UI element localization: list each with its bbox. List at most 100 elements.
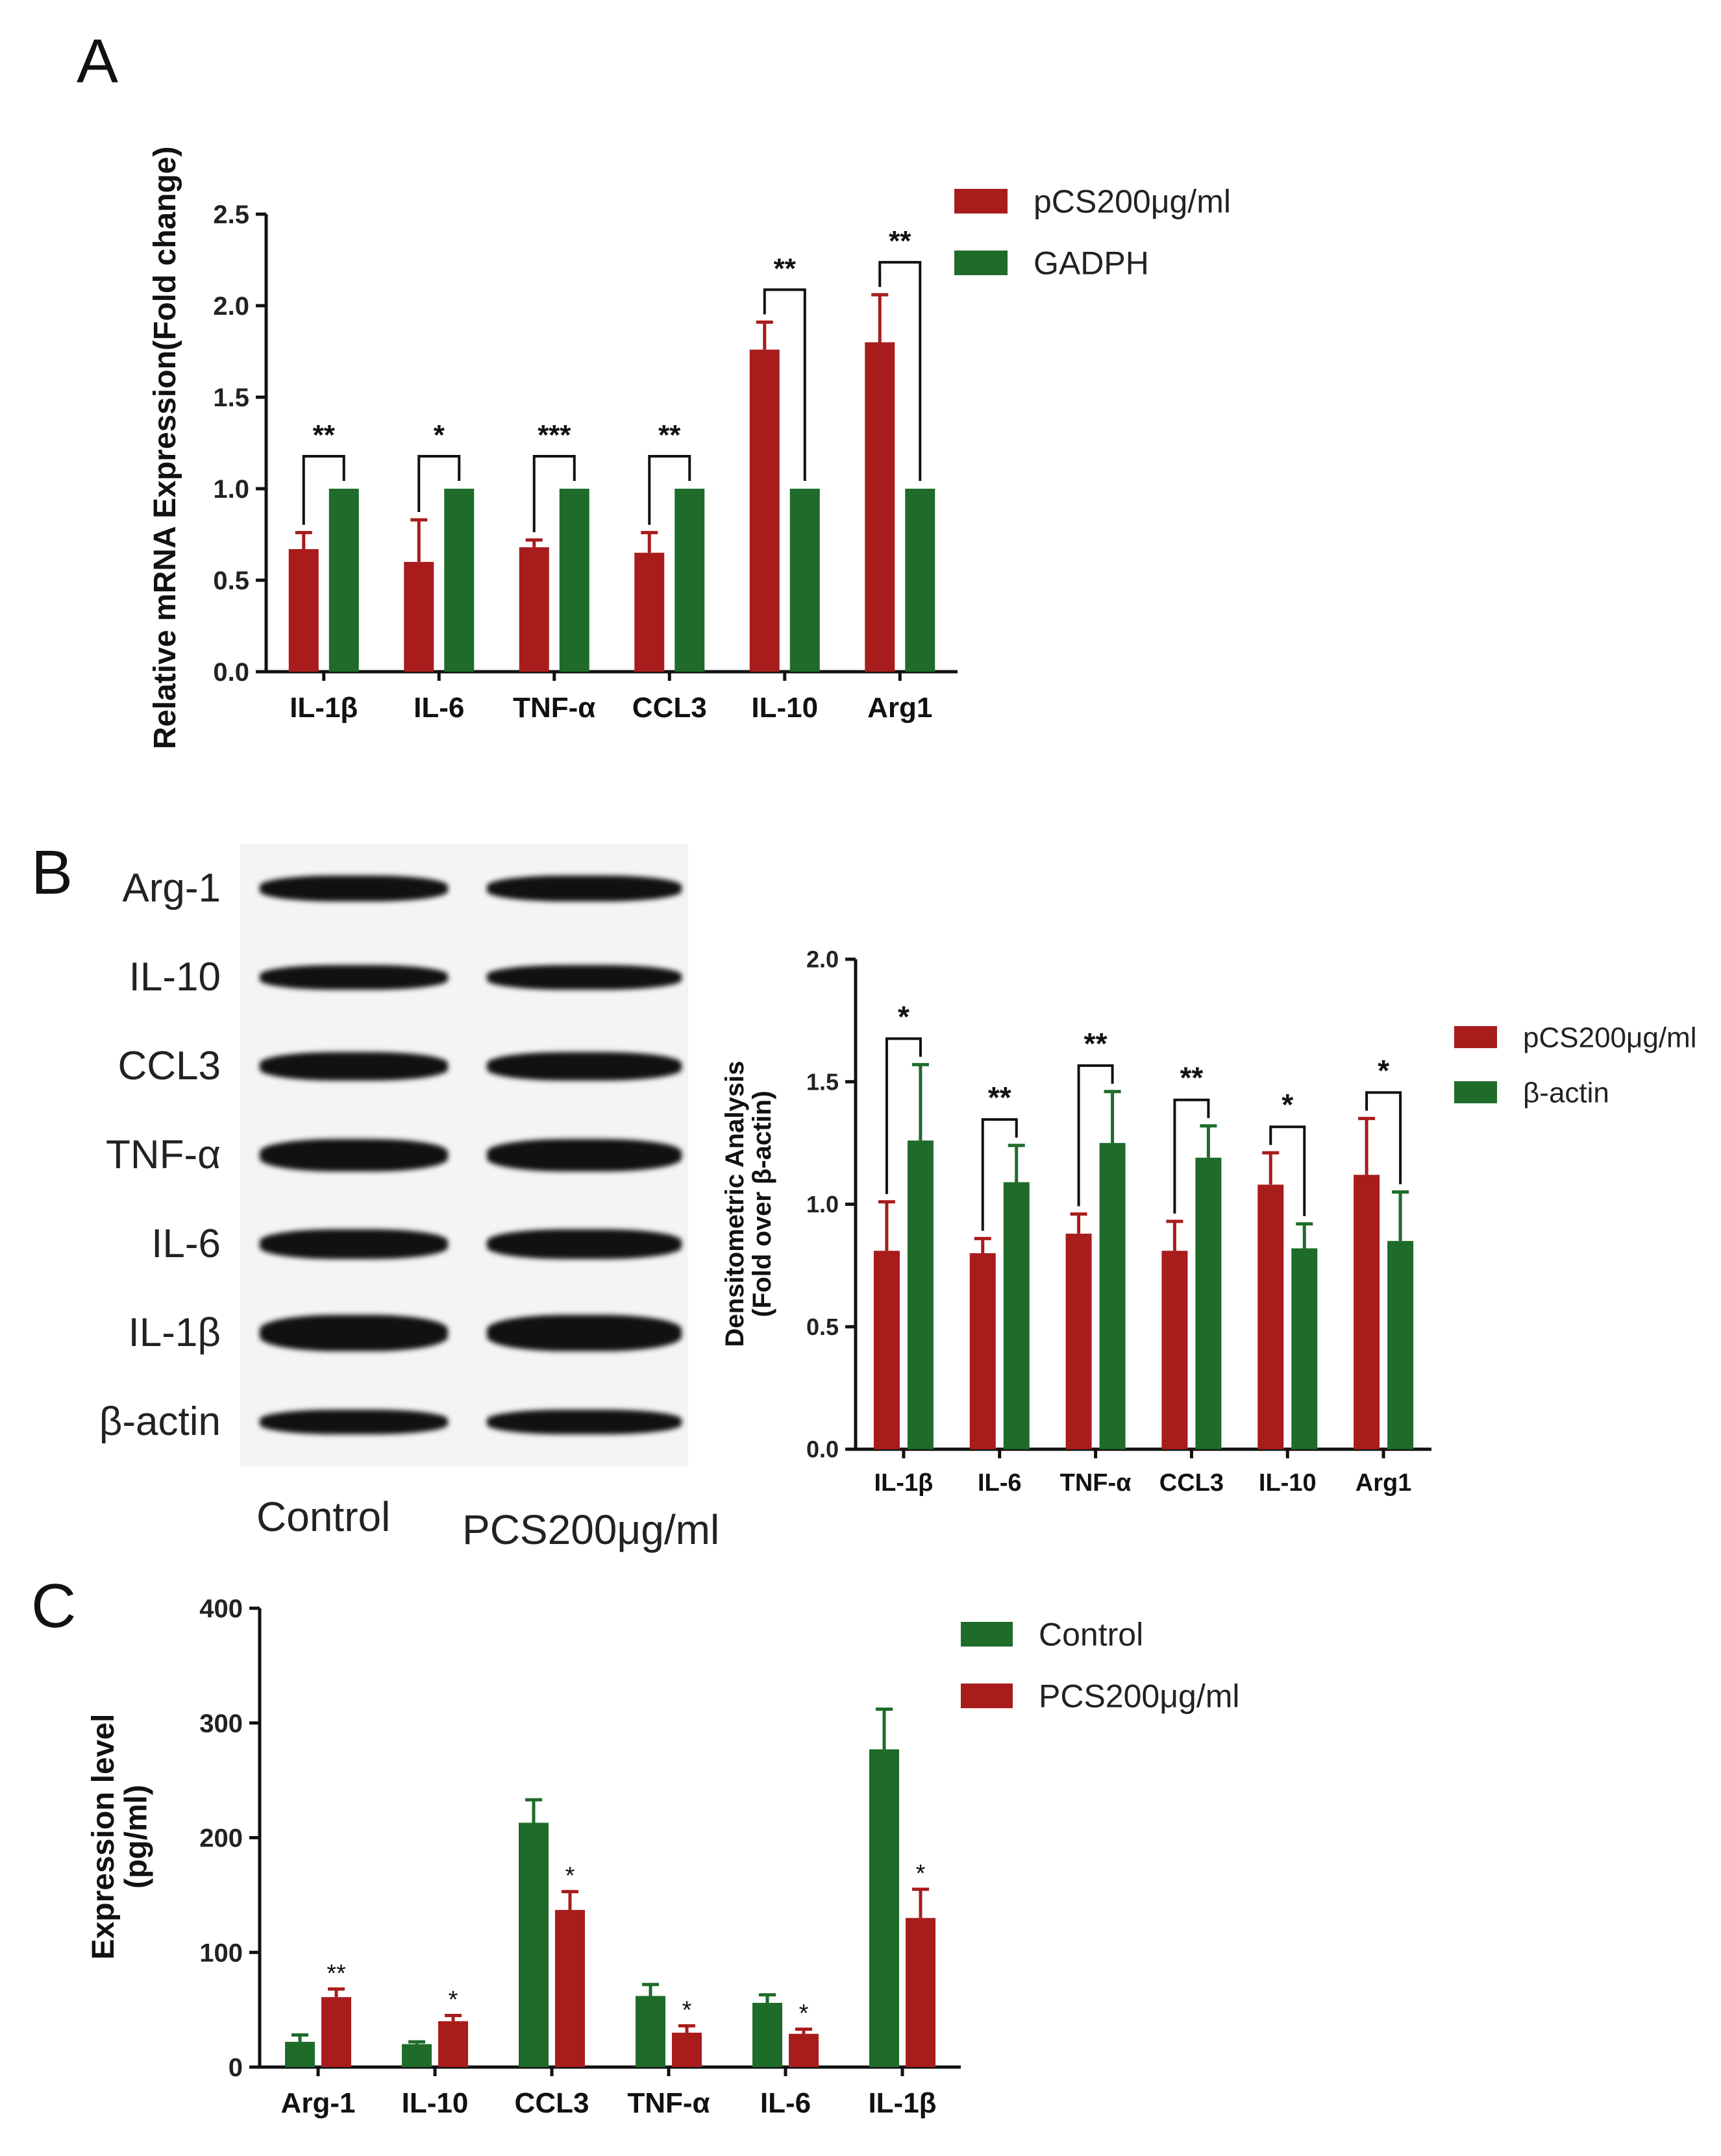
- blot-band: [487, 875, 682, 901]
- chart-c-bar-a: [752, 2003, 782, 2067]
- blot-band: [487, 1410, 682, 1435]
- chart-c-x-tick-label: IL-6: [760, 2087, 811, 2119]
- chart-a-bar-b: [559, 489, 589, 672]
- chart-a-bar-a: [288, 549, 319, 672]
- chart-a-legend-swatch: [954, 251, 1008, 275]
- chart-a-bar-a: [865, 342, 895, 672]
- chart-c-bar-a: [285, 2042, 315, 2067]
- chart-b-legend-label: pCS200μg/ml: [1523, 1022, 1696, 1053]
- chart-b-x-tick-label: IL-1β: [874, 1469, 934, 1497]
- chart-c-bar-b: [906, 1918, 935, 2067]
- chart-c-significance-mark: **: [327, 1960, 346, 1987]
- chart-a-significance-bracket: [648, 455, 691, 525]
- chart-b-y-tick-label: 2.0: [806, 946, 839, 973]
- chart-c-y-tick-label: 0: [229, 2053, 243, 2082]
- chart-c-bar-a: [636, 1996, 665, 2067]
- chart-a-significance-bracket: [763, 288, 806, 481]
- chart-a-significance-mark: **: [313, 419, 336, 451]
- chart-a-significance-mark: ***: [538, 419, 571, 451]
- chart-c-y-tick-label: 400: [199, 1595, 243, 1623]
- chart-a-significance-mark: *: [434, 419, 445, 451]
- chart-b-significance-bracket: [981, 1118, 1018, 1231]
- chart-a-bar-a: [519, 547, 549, 672]
- blot-band: [487, 1139, 682, 1171]
- chart-a-legend-label: GADPH: [1034, 245, 1149, 282]
- chart-b-bar-b: [1291, 1248, 1318, 1449]
- chart-b-bar-a: [969, 1253, 996, 1449]
- chart-b-significance-mark: *: [1281, 1088, 1293, 1121]
- chart-b-bar-a: [873, 1251, 900, 1449]
- blot-band: [260, 1229, 448, 1260]
- chart-b-significance-bracket: [1365, 1091, 1402, 1184]
- chart-b-y-tick-label: 0.5: [806, 1314, 839, 1340]
- chart-c-y-tick-label: 200: [199, 1824, 243, 1853]
- chart-b-bar-a: [1065, 1233, 1092, 1449]
- chart-c-legend-label: PCS200μg/ml: [1039, 1678, 1240, 1715]
- chart-b-legend-swatch: [1454, 1026, 1497, 1048]
- chart-b-bar-b: [907, 1140, 934, 1449]
- chart-b-bar-b: [1195, 1157, 1222, 1449]
- chart-c-bar-b: [789, 2033, 819, 2067]
- blot-band: [487, 1229, 682, 1260]
- chart-a-y-tick-label: 0.0: [213, 658, 249, 687]
- blot-band: [487, 1051, 682, 1081]
- panel-b-letter: B: [31, 838, 73, 907]
- chart-c-x-tick-label: Arg-1: [281, 2087, 356, 2119]
- chart-b-significance-bracket: [885, 1037, 922, 1194]
- chart-a-significance-bracket: [532, 455, 576, 532]
- chart-b-x-tick-label: IL-10: [1259, 1469, 1317, 1497]
- chart-c-y-tick-label: 300: [199, 1709, 243, 1738]
- chart-a-y-tick-label: 1.5: [213, 384, 249, 412]
- chart-a-x-tick-label: CCL3: [632, 692, 707, 724]
- chart-b-densitometric: 0.0 0.5 1.0 1.5 2.0 Densitometric Analysis(Fo…: [721, 946, 1696, 1497]
- chart-a-significance-mark: **: [774, 252, 797, 284]
- chart-a-x-tick-label: IL-6: [414, 692, 464, 724]
- blot-band: [487, 964, 682, 990]
- chart-b-significance-mark: **: [1084, 1027, 1108, 1060]
- chart-a-legend-swatch: [954, 189, 1008, 214]
- chart-c-x-tick-label: TNF-α: [627, 2087, 710, 2119]
- chart-a-significance-bracket: [417, 455, 461, 512]
- chart-b-significance-mark: *: [1378, 1053, 1389, 1087]
- chart-a-bar-b: [905, 489, 935, 672]
- panel-c-letter: C: [31, 1571, 77, 1641]
- chart-a-y-tick-label: 1.0: [213, 475, 249, 504]
- chart-b-legend-label: β-actin: [1523, 1077, 1609, 1109]
- chart-a-bar-a: [404, 561, 434, 672]
- chart-b-bar-a: [1354, 1175, 1380, 1449]
- blot-band: [487, 1315, 682, 1352]
- chart-b-y-axis-label-line2: (Fold over β-actin): [748, 1091, 776, 1317]
- chart-b-bar-b: [1099, 1143, 1126, 1449]
- blot-row-label: Arg-1: [122, 865, 221, 911]
- blot-row-label: β-actin: [99, 1399, 221, 1445]
- chart-c-bar-a: [402, 2044, 432, 2067]
- chart-b-significance-mark: **: [988, 1081, 1011, 1114]
- chart-b-significance-bracket: [1077, 1064, 1114, 1207]
- chart-c-x-tick-label: IL-10: [402, 2087, 469, 2119]
- chart-c-bar-b: [555, 1909, 585, 2067]
- chart-a-significance-bracket: [878, 261, 922, 481]
- chart-a-x-tick-label: TNF-α: [513, 692, 595, 724]
- chart-a-significance-mark: **: [889, 225, 911, 257]
- blot-row-label: IL-6: [151, 1221, 221, 1267]
- chart-c-legend-swatch: [961, 1684, 1013, 1708]
- chart-c-significance-mark: *: [449, 1986, 458, 2013]
- chart-c-elisa: 0 100 200 300 400 Expression level(pg/ml) Arg-…: [86, 1595, 1240, 2119]
- chart-b-bar-b: [1003, 1182, 1030, 1449]
- chart-c-y-axis-label-line1: Expression level: [86, 1714, 121, 1960]
- chart-a-legend-label: pCS200μg/ml: [1034, 184, 1231, 220]
- western-blot-image: [240, 844, 688, 1467]
- chart-b-bar-a: [1161, 1251, 1188, 1449]
- chart-a-y-axis-label: Relative mRNA Expression(Fold change): [148, 146, 182, 749]
- chart-b-x-tick-label: TNF-α: [1060, 1469, 1132, 1497]
- chart-c-legend-swatch: [961, 1622, 1013, 1647]
- blot-band: [260, 964, 448, 990]
- chart-c-significance-mark: *: [799, 2000, 809, 2027]
- blot-row-label: TNF-α: [105, 1133, 221, 1177]
- chart-a-relative-mrna: 0.0 0.5 1.0 1.5 2.0 2.5 Relative mRNA Expressi…: [148, 146, 1231, 749]
- chart-a-bar-a: [749, 349, 780, 672]
- chart-a-y-tick-label: 0.5: [213, 567, 249, 595]
- chart-b-y-tick-label: 1.0: [806, 1191, 839, 1218]
- chart-c-bar-a: [519, 1822, 549, 2067]
